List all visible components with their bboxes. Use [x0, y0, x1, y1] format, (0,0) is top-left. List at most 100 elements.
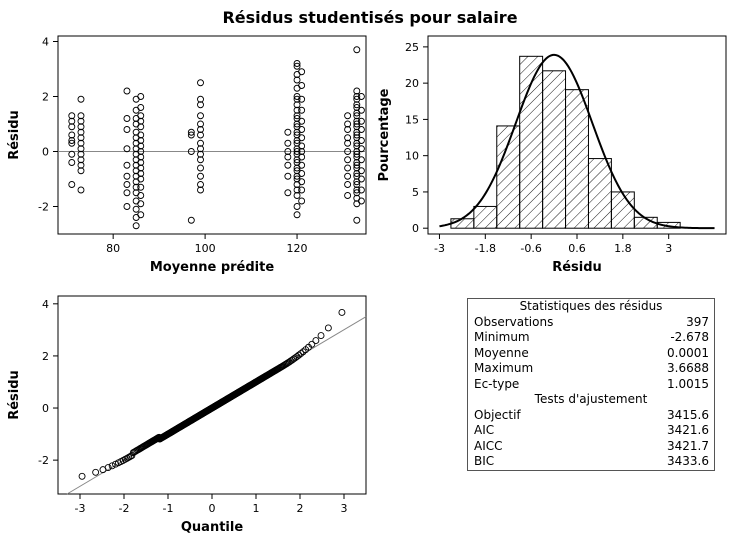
residual-point [357, 156, 365, 164]
residual-point [284, 128, 292, 136]
residual-point [137, 183, 145, 191]
residual-point [353, 101, 361, 109]
residual-point [353, 161, 361, 169]
residual-point [137, 93, 145, 100]
residual-point [353, 93, 361, 100]
x-tick-label: -3 [75, 502, 86, 515]
stats-label: AICC [474, 438, 503, 453]
residual-point [123, 126, 131, 133]
residual-point [293, 106, 301, 114]
residual-point [357, 197, 365, 205]
residual-point [68, 150, 76, 158]
residual-point [197, 101, 204, 109]
residual-vs-predicted-panel: Moyenne prédite Résidu 80 100 120 -2 0 2 4 [7, 35, 367, 275]
qq-point [297, 350, 305, 357]
stats-value: 3415.6 [667, 407, 709, 422]
residual-point [123, 203, 131, 210]
x-tick-label: -3 [434, 242, 445, 255]
y-axis-title: Résidu [7, 110, 22, 160]
residual-point [137, 148, 145, 155]
x-tick-label: 120 [287, 242, 308, 255]
normal-density-curve [439, 53, 715, 230]
residual-point [284, 139, 292, 147]
residual-point [293, 211, 301, 219]
residual-point [344, 112, 352, 120]
residual-point [298, 153, 306, 161]
histogram-bar [450, 218, 475, 229]
histogram-bar [565, 89, 589, 229]
stats-label: BIC [474, 454, 495, 468]
residual-point [137, 142, 145, 150]
qq-point [295, 351, 303, 359]
y-tick-label: 0 [42, 146, 49, 159]
residual-point [353, 150, 361, 158]
residual-point [77, 123, 85, 131]
stats-row: Minimum -2.678 [468, 330, 715, 346]
residual-point [68, 112, 76, 120]
x-tick-label: -0.6 [520, 242, 541, 255]
residual-point [344, 181, 352, 188]
residual-point [293, 60, 301, 67]
residual-point [298, 68, 306, 76]
residual-point [357, 186, 365, 194]
stats-value: 0.0001 [667, 345, 709, 360]
residual-point [298, 117, 306, 125]
x-tick-label: -1.8 [475, 242, 496, 255]
residual-point [68, 139, 76, 147]
x-tick-label: 100 [195, 242, 216, 255]
plot-frame [57, 295, 367, 495]
residual-point [284, 153, 292, 161]
qq-point [92, 468, 100, 476]
y-tick-label: 5 [412, 186, 419, 199]
residual-point [357, 106, 365, 114]
residual-point [197, 186, 204, 194]
x-axis-title: Moyenne prédite [150, 260, 275, 275]
residual-point [284, 148, 292, 155]
residual-point [344, 148, 352, 155]
residual-point [293, 101, 301, 109]
residual-point [187, 148, 195, 155]
residual-point [197, 156, 204, 164]
residual-point [137, 164, 145, 172]
residual-point [353, 87, 361, 95]
stats-label: Maximum [474, 361, 534, 375]
residual-point [293, 148, 301, 155]
qq-point [78, 472, 86, 480]
x-tick-label: -2 [119, 502, 130, 515]
qq-point [308, 340, 316, 348]
x-tick-label: 0 [209, 502, 216, 515]
residual-point [298, 95, 306, 103]
stats-row: AIC 3421.6 [468, 423, 715, 439]
stats-row: Observations 397 [468, 315, 715, 331]
residual-point [123, 161, 131, 169]
residual-point [197, 120, 204, 128]
histogram-bar [542, 70, 567, 229]
residual-point [284, 172, 292, 180]
residual-point [197, 126, 204, 133]
y-axis-title: Pourcentage [377, 88, 392, 181]
qq-point [108, 462, 116, 470]
stats-label: Moyenne [474, 345, 529, 360]
residual-point [68, 159, 76, 166]
residual-point [77, 145, 85, 153]
page-title: Résidus studentisés pour salaire [222, 8, 518, 27]
x-tick-label: 3 [665, 242, 672, 255]
stats-row: Moyenne 0.0001 [468, 346, 715, 362]
stats-label: Ec-type [474, 376, 520, 391]
residual-point [77, 117, 85, 125]
x-tick-label: -1 [163, 502, 174, 515]
residual-point [353, 131, 361, 139]
residual-point [197, 145, 204, 153]
residual-point [293, 203, 301, 210]
residual-point [137, 104, 145, 111]
residual-point [137, 175, 145, 183]
qq-point [338, 308, 346, 316]
residual-point [298, 134, 306, 142]
residual-point [293, 192, 301, 199]
residual-point [353, 186, 361, 194]
residual-point [357, 175, 365, 183]
residual-point [77, 139, 85, 147]
y-tick-label: 10 [405, 150, 419, 163]
plot-frame [57, 35, 367, 235]
